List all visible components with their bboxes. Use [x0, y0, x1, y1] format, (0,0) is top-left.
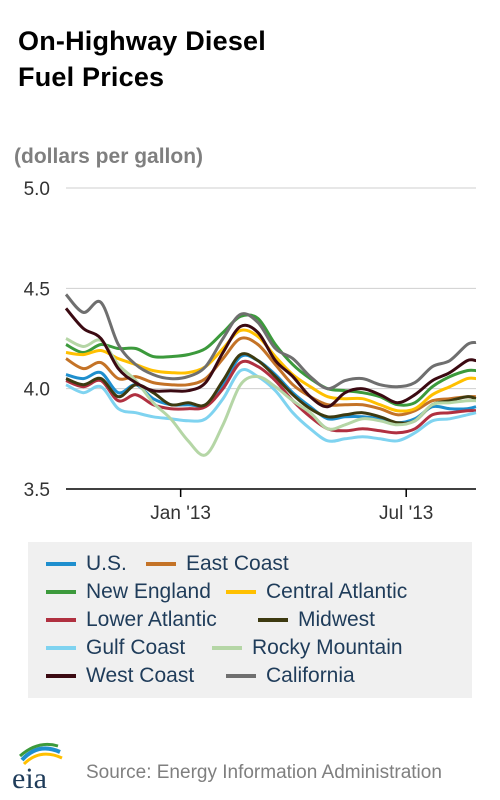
legend-swatch [226, 590, 256, 594]
legend-item: Midwest [258, 607, 375, 633]
legend-swatch [46, 590, 76, 594]
chart-title-line-2: Fuel Prices [18, 62, 165, 92]
y-tick-label: 4.5 [24, 279, 50, 300]
legend-swatch [46, 646, 76, 650]
y-axis-label: (dollars per gallon) [14, 145, 204, 168]
series-line-lower-atlantic [65, 359, 477, 435]
y-tick-label: 5.0 [24, 179, 50, 200]
series-line-new-england [65, 313, 477, 407]
legend-swatch [226, 674, 256, 678]
legend-swatch [212, 646, 242, 650]
chart-title-line-1: On-Highway Diesel [18, 26, 266, 56]
legend-swatch [146, 562, 176, 566]
series-line-east-coast [65, 336, 477, 417]
legend-swatch [258, 618, 288, 622]
legend-swatch [46, 674, 76, 678]
legend-item: California [226, 663, 355, 689]
legend-label: U.S. [86, 552, 127, 575]
chart-plot: 3.5 4.0 4.5 5.0 Jan '13 Jul '13 [24, 179, 477, 524]
legend-item: Rocky Mountain [212, 635, 403, 661]
legend-label: Lower Atlantic [86, 608, 217, 631]
x-tick-label: Jul '13 [379, 503, 433, 524]
logo-text: eia [12, 762, 47, 794]
eia-logo-icon: eia [12, 742, 63, 794]
y-tick-label: 4.0 [24, 380, 50, 401]
series-line-gulf-coast [65, 368, 477, 443]
legend-item: Gulf Coast [46, 635, 185, 661]
legend-label: New England [86, 580, 211, 603]
x-tick-label: Jan '13 [150, 503, 211, 524]
series-line-rocky-mountain [65, 337, 477, 457]
legend-label: Gulf Coast [86, 636, 186, 659]
legend-item: Central Atlantic [226, 579, 407, 605]
legend-label: California [266, 664, 355, 687]
legend-label: Midwest [298, 608, 376, 631]
legend-item: West Coast [46, 663, 194, 689]
legend-label: West Coast [86, 664, 195, 687]
legend-item: New England [46, 579, 211, 605]
y-tick-label: 3.5 [24, 480, 50, 501]
legend-item: East Coast [146, 551, 289, 577]
series-line-california [64, 293, 477, 391]
legend-item: Lower Atlantic [46, 607, 217, 633]
series-line-west-coast [64, 307, 477, 409]
chart-legend: U.S. East Coast New England Central Atlanti… [28, 542, 472, 698]
source-note: Source: Energy Information Administratio… [86, 762, 442, 783]
legend-label: Rocky Mountain [252, 636, 403, 659]
legend-swatch [46, 562, 76, 566]
legend-label: Central Atlantic [266, 580, 408, 603]
legend-swatch [46, 618, 76, 622]
legend-item: U.S. [46, 551, 127, 577]
legend-label: East Coast [186, 552, 289, 575]
